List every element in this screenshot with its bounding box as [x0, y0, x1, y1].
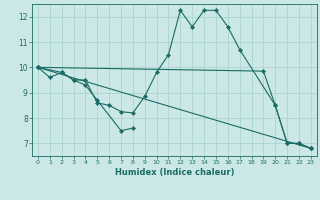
X-axis label: Humidex (Indice chaleur): Humidex (Indice chaleur)	[115, 168, 234, 177]
